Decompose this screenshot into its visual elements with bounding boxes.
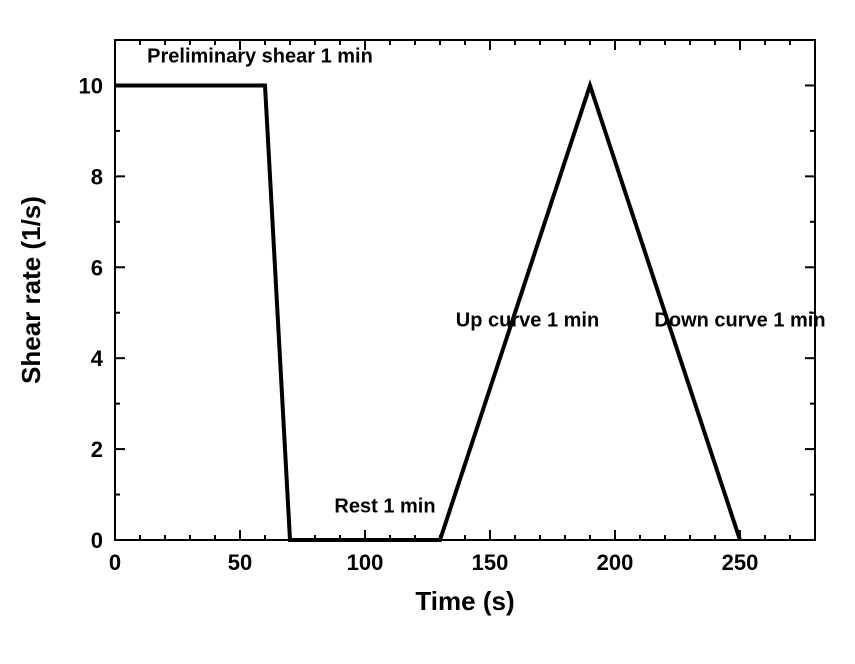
x-tick-label: 0 (109, 550, 121, 575)
y-axis-title: Shear rate (1/s) (16, 196, 46, 384)
y-tick-label: 6 (91, 255, 103, 280)
x-tick-label: 50 (228, 550, 252, 575)
x-axis-title: Time (s) (415, 586, 514, 616)
x-tick-label: 200 (597, 550, 634, 575)
x-tick-label: 100 (347, 550, 384, 575)
chart-annotation: Preliminary shear 1 min (147, 46, 373, 68)
y-tick-label: 8 (91, 164, 103, 189)
y-tick-label: 2 (91, 437, 103, 462)
y-tick-label: 10 (79, 73, 103, 98)
data-line (115, 85, 740, 540)
x-tick-label: 150 (472, 550, 509, 575)
x-tick-label: 250 (722, 550, 759, 575)
y-tick-label: 4 (91, 346, 104, 371)
chart-annotation: Up curve 1 min (456, 309, 599, 331)
chart-annotation: Rest 1 min (334, 496, 435, 518)
shear-rate-chart: 0 50 100 150 200 250 0 2 4 6 8 10 Time (s) Shear rate… (0, 0, 855, 664)
chart-annotation: Down curve 1 min (654, 309, 825, 331)
chart-svg: 0 50 100 150 200 250 0 2 4 6 8 10 Time (s) Shear rate… (0, 0, 855, 664)
y-tick-label: 0 (91, 528, 103, 553)
